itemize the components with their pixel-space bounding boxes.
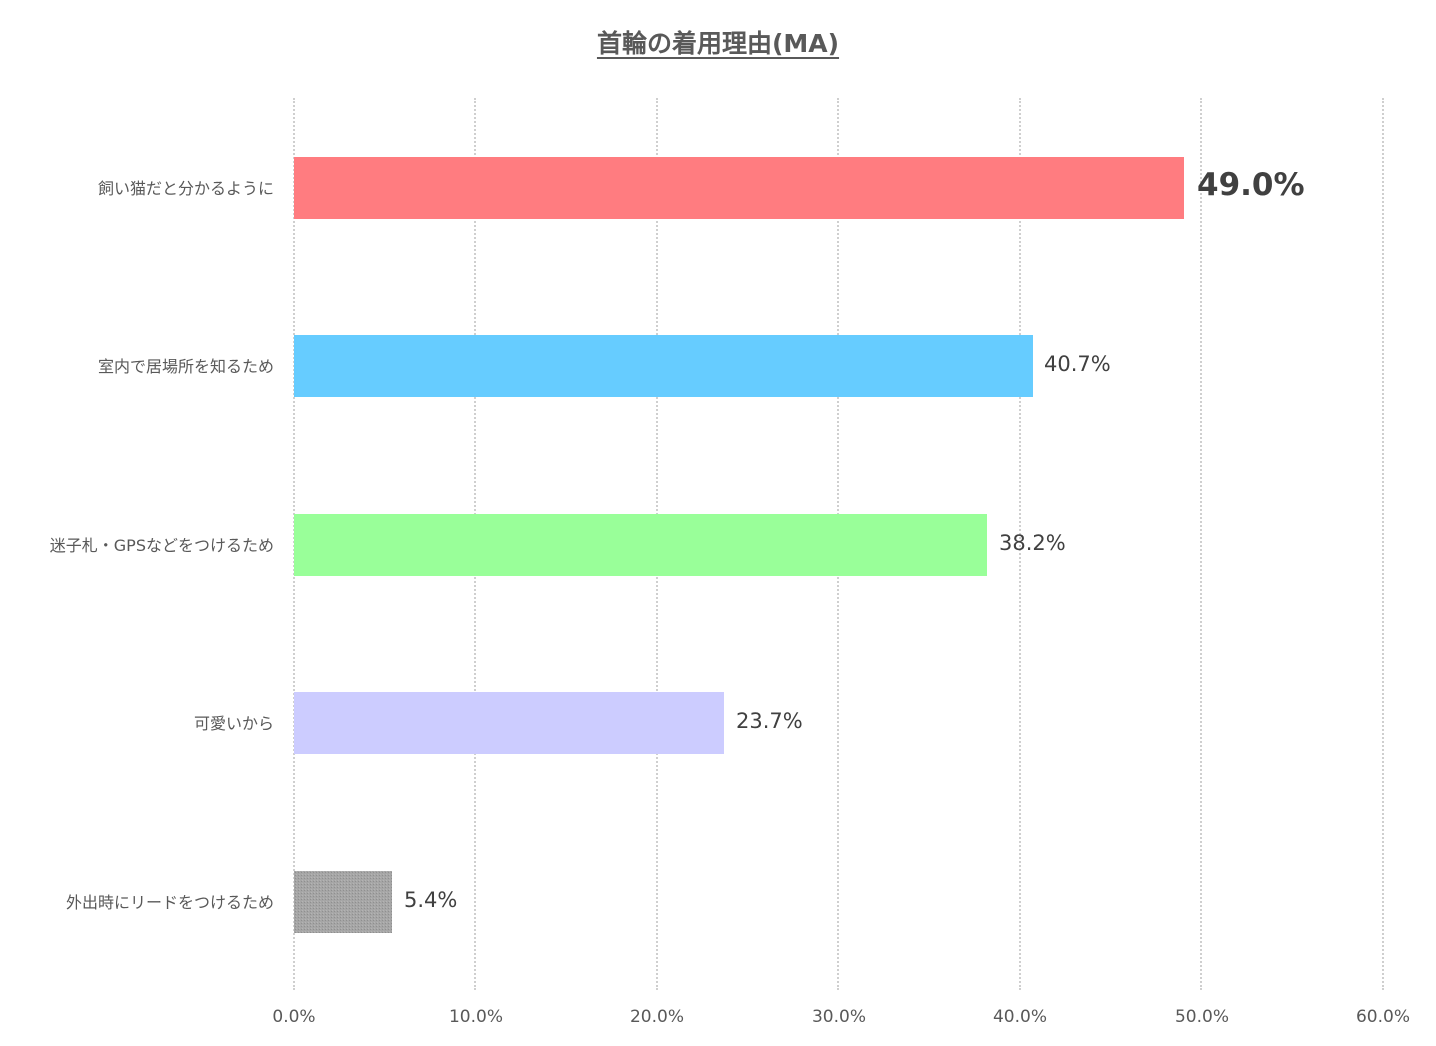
category-label: 迷子札・GPSなどをつけるため: [49, 536, 274, 555]
x-tick: 20.0%: [629, 1007, 684, 1027]
bar-cute: [294, 692, 724, 754]
x-tick: 60.0%: [1355, 1007, 1410, 1027]
category-label: 室内で居場所を知るため: [97, 357, 274, 376]
gridline-60: [1382, 98, 1384, 990]
value-label: 49.0%: [1197, 167, 1305, 203]
bar-collar-identify-pet: [294, 157, 1184, 219]
bar-id-tag-gps: [294, 514, 987, 576]
category-label: 外出時にリードをつけるため: [65, 893, 274, 912]
value-label: 38.2%: [999, 531, 1066, 555]
x-tick: 50.0%: [1174, 1007, 1229, 1027]
x-tick: 40.0%: [992, 1007, 1047, 1027]
category-label: 飼い猫だと分かるように: [97, 179, 274, 198]
bar-locate-indoors: [294, 335, 1033, 397]
chart-title: 首輪の着用理由(MA): [596, 29, 840, 58]
bar-leash-outdoors: [294, 871, 392, 933]
value-label: 40.7%: [1044, 352, 1111, 376]
x-tick: 30.0%: [811, 1007, 866, 1027]
x-tick: 0.0%: [272, 1007, 316, 1027]
category-label: 可愛いから: [193, 714, 274, 733]
x-tick: 10.0%: [448, 1007, 503, 1027]
value-label: 5.4%: [404, 888, 458, 912]
gridline-40: [1019, 98, 1021, 990]
gridline-50: [1200, 98, 1202, 990]
value-label: 23.7%: [736, 709, 803, 733]
